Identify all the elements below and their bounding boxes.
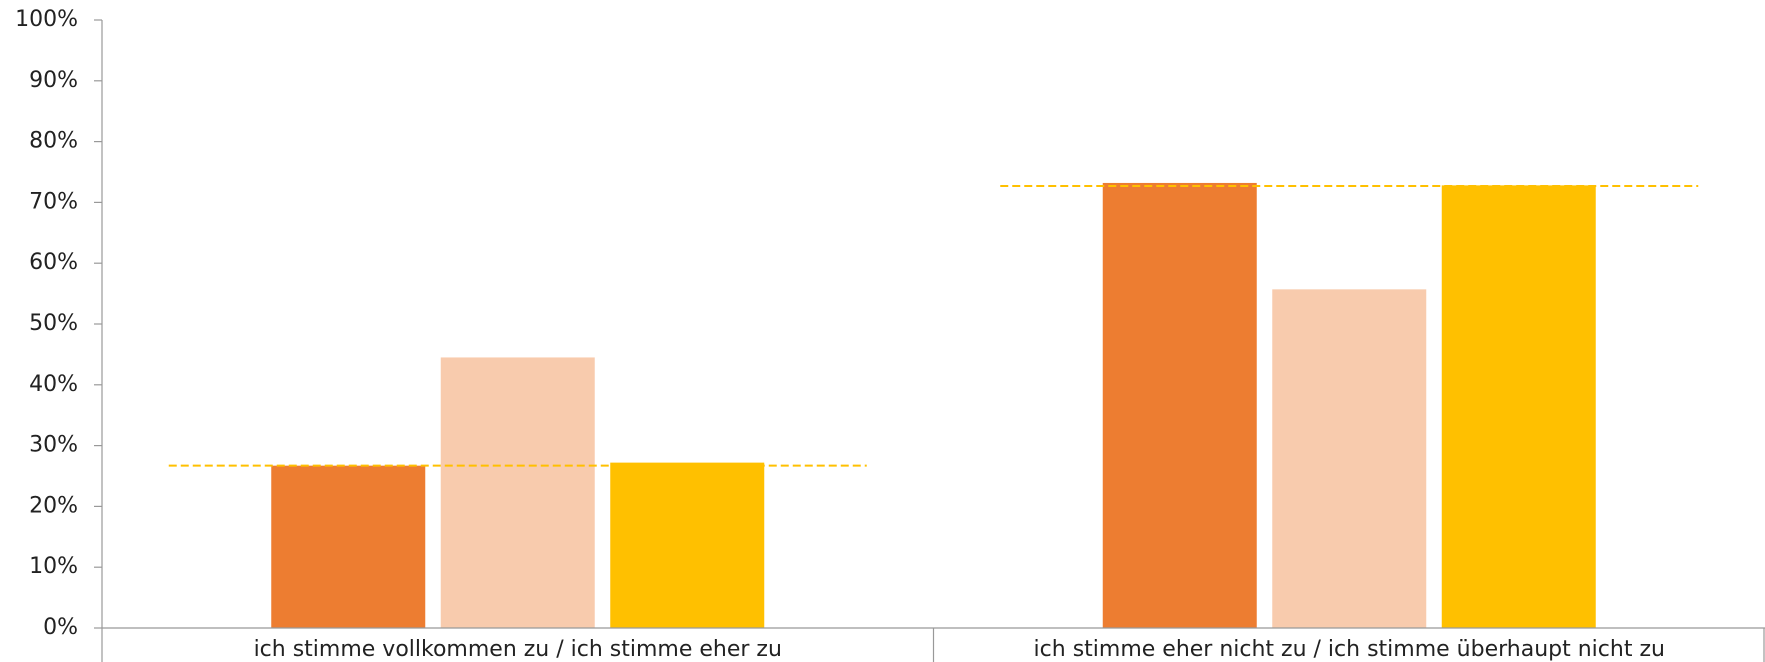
y-tick-label: 20% xyxy=(29,493,78,518)
y-tick-label: 90% xyxy=(29,68,78,93)
y-tick-label: 50% xyxy=(29,311,78,336)
y-tick-label: 30% xyxy=(29,433,78,458)
y-tick-label: 80% xyxy=(29,129,78,154)
y-tick-label: 10% xyxy=(29,554,78,579)
y-tick-label: 100% xyxy=(15,7,78,32)
bar xyxy=(1441,185,1596,628)
bar xyxy=(1102,182,1257,628)
y-tick-label: 40% xyxy=(29,372,78,397)
bar xyxy=(271,465,426,628)
bar xyxy=(1272,289,1427,628)
bar xyxy=(440,357,595,628)
x-tick-label: ich stimme vollkommen zu / ich stimme eh… xyxy=(254,637,782,662)
bar xyxy=(610,462,765,628)
y-tick-label: 60% xyxy=(29,250,78,275)
y-tick-label: 0% xyxy=(43,615,78,640)
x-tick-label: ich stimme eher nicht zu / ich stimme üb… xyxy=(1034,637,1665,662)
y-tick-label: 70% xyxy=(29,189,78,214)
